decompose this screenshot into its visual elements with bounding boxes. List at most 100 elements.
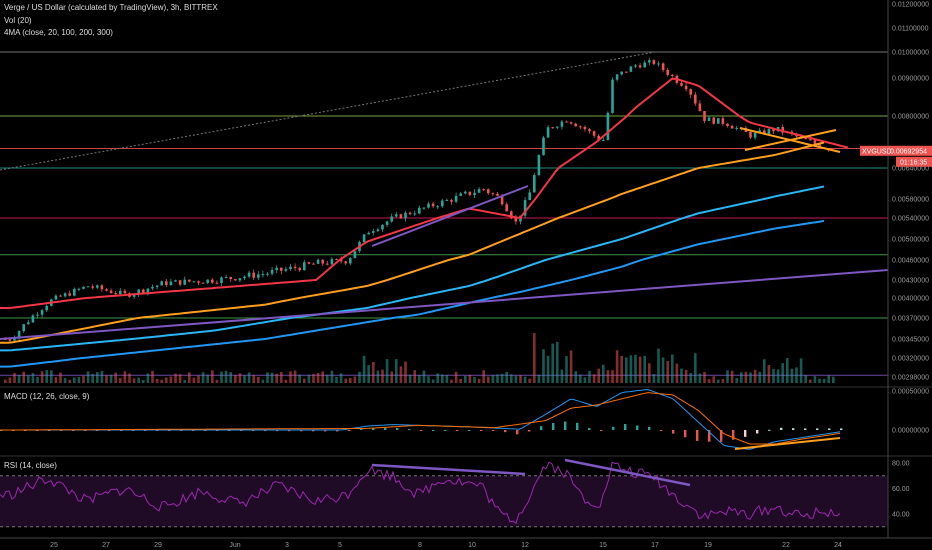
- rsi-tick-label: 40.00: [892, 512, 910, 519]
- volume-bar: [620, 355, 623, 383]
- volume-bar: [772, 368, 775, 383]
- volume-bar: [77, 377, 81, 383]
- volume-bar: [569, 350, 573, 383]
- candle-body: [206, 279, 209, 284]
- candle-body: [422, 207, 426, 209]
- candle-body: [730, 126, 734, 129]
- macd-panel[interactable]: [0, 386, 932, 450]
- volume-bar: [657, 348, 660, 383]
- price-tick-label: 0.00460000: [892, 258, 929, 265]
- candle-body: [96, 285, 99, 288]
- volume-bar: [712, 376, 715, 383]
- volume-bar: [40, 371, 44, 383]
- candle-body: [671, 74, 674, 76]
- volume-bar: [206, 374, 209, 383]
- volume-bar: [666, 360, 669, 383]
- time-tick-label: 25: [50, 542, 58, 549]
- candle-body: [657, 63, 660, 65]
- volume-bar: [813, 376, 817, 383]
- candle-body: [684, 85, 688, 90]
- candle-body: [804, 136, 807, 140]
- volume-bar: [155, 378, 159, 383]
- volume-bar: [634, 354, 637, 383]
- volume-bar: [556, 341, 559, 383]
- candle-body: [712, 117, 715, 124]
- time-tick-label: 3: [285, 542, 289, 549]
- candle-body: [758, 130, 761, 133]
- volume-bar: [542, 349, 545, 383]
- candle-body: [638, 65, 642, 68]
- volume-bar: [165, 377, 168, 383]
- macd-histogram-bar: [312, 430, 315, 432]
- volume-bar: [321, 371, 324, 383]
- price-panel[interactable]: [0, 0, 889, 386]
- candle-body: [146, 288, 150, 293]
- chart-title: Verge / US Dollar (calculated by Trading…: [4, 3, 218, 12]
- volume-bar: [381, 369, 384, 383]
- price-axis[interactable]: 0.01200000 0.01100000 0.01000000 0.00900000…: [860, 0, 932, 538]
- candle-body: [224, 277, 228, 279]
- volume-bar: [211, 370, 214, 383]
- volume-bar: [473, 377, 476, 383]
- candle-body: [31, 315, 35, 323]
- volume-bar: [27, 375, 30, 383]
- candle-body: [13, 338, 16, 341]
- candle-body: [703, 111, 706, 121]
- candle-body: [809, 139, 812, 141]
- volume-bar: [477, 378, 481, 383]
- candle-body: [100, 285, 104, 290]
- volume-bar: [643, 355, 646, 383]
- volume-bar: [602, 364, 605, 383]
- candle-body: [335, 258, 338, 260]
- volume-bar: [289, 371, 292, 383]
- volume-bar: [353, 376, 357, 383]
- volume-bar: [339, 373, 343, 383]
- price-tick-label: 0.00320000: [892, 356, 929, 363]
- candle-body: [454, 195, 458, 202]
- candle-body: [749, 131, 752, 138]
- macd-histogram-bar: [444, 430, 447, 431]
- volume-bar: [638, 356, 642, 383]
- volume-bar: [229, 372, 232, 383]
- volume-bar: [243, 375, 246, 383]
- macd-histogram-bar: [576, 422, 579, 430]
- candle-body: [40, 310, 44, 315]
- candle-body: [192, 281, 196, 283]
- candle-body: [546, 127, 550, 138]
- candle-body: [500, 195, 504, 205]
- rsi-tick-label: 60.00: [892, 486, 910, 493]
- volume-bar: [496, 374, 499, 383]
- macd-histogram-bar: [420, 430, 423, 431]
- volume-bar: [730, 370, 734, 383]
- volume-bar: [574, 371, 577, 383]
- rsi-panel[interactable]: [0, 455, 932, 528]
- candle-body: [169, 281, 173, 286]
- candle-body: [59, 295, 62, 297]
- macd-histogram-bar: [612, 426, 615, 430]
- candle-body: [165, 281, 168, 286]
- volume-bar: [142, 379, 145, 383]
- candle-body: [717, 118, 720, 124]
- volume-bar: [597, 368, 600, 383]
- volume-bar: [735, 377, 738, 383]
- macd-histogram-bar: [372, 427, 375, 430]
- macd-histogram-bar: [804, 428, 807, 430]
- candle-body: [367, 232, 370, 235]
- candle-body: [119, 290, 122, 294]
- volume-bar: [247, 372, 251, 383]
- candle-body: [376, 229, 380, 232]
- time-axis[interactable]: 25 27 29 Jun 3 5 8 10 12 15 17 19 22 24: [0, 537, 932, 549]
- macd-histogram-bar: [432, 430, 435, 431]
- candle-body: [105, 289, 108, 291]
- candle-body: [114, 293, 117, 295]
- candle-body: [160, 281, 163, 286]
- candle-body: [597, 135, 600, 141]
- time-tick-label: 22: [782, 542, 790, 549]
- candle-body: [63, 293, 67, 297]
- macd-histogram-bar: [720, 430, 723, 442]
- volume-bar: [123, 371, 127, 383]
- candle-body: [569, 122, 573, 124]
- candle-body: [395, 214, 398, 217]
- candle-body: [450, 199, 453, 202]
